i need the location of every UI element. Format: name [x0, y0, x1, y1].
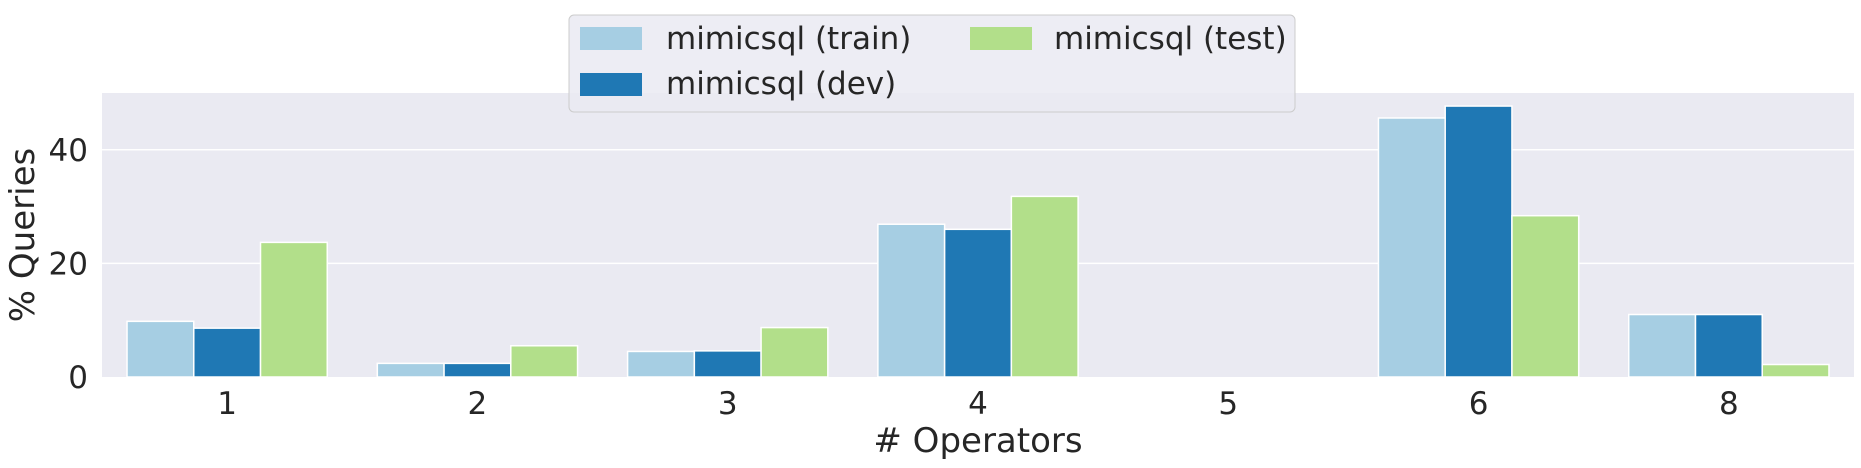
x-tick-labels: 1 2 3 4 5 6 8 — [217, 386, 1738, 422]
bar-0-2 — [376, 362, 445, 378]
bar-1-4 — [943, 228, 1013, 378]
legend-label-dev: mimicsql (dev) — [666, 66, 896, 102]
x-tick-label: 4 — [968, 386, 988, 422]
bar-1-6 — [1444, 105, 1513, 378]
x-tick-label: 1 — [217, 386, 237, 422]
y-axis-title: % Queries — [3, 148, 43, 322]
bar-1-8 — [1694, 313, 1763, 378]
y-tick-label: 40 — [49, 133, 88, 169]
bar-1-2 — [443, 362, 512, 378]
x-axis-title: # Operators — [873, 421, 1082, 461]
y-tick-labels: 0 20 40 — [49, 133, 88, 396]
bar-2-3 — [760, 326, 829, 378]
legend-swatch-test — [970, 27, 1032, 50]
legend-swatch-dev — [580, 73, 642, 96]
bar-2-4 — [1010, 195, 1079, 378]
legend-label-test: mimicsql (test) — [1054, 21, 1287, 57]
x-tick-label: 2 — [468, 386, 488, 422]
bar-1-3 — [693, 350, 762, 378]
bar-1-1 — [193, 327, 262, 378]
legend: mimicsql (train) mimicsql (dev) mimicsql… — [568, 14, 1296, 113]
bars — [126, 105, 1830, 378]
legend-swatch-train — [580, 27, 642, 50]
legend-label-train: mimicsql (train) — [666, 21, 911, 57]
y-tick-label: 0 — [68, 360, 88, 396]
bar-2-8 — [1761, 363, 1830, 378]
y-tick-label: 20 — [49, 246, 88, 282]
x-tick-label: 5 — [1218, 386, 1238, 422]
bar-0-3 — [626, 350, 696, 378]
bar-0-1 — [126, 320, 195, 378]
x-tick-label: 6 — [1469, 386, 1489, 422]
x-tick-label: 3 — [718, 386, 738, 422]
bar-2-1 — [259, 241, 329, 378]
bar-2-6 — [1511, 214, 1580, 378]
legend-frame — [568, 14, 1296, 113]
bar-0-6 — [1377, 117, 1446, 378]
bar-0-8 — [1627, 313, 1697, 378]
x-tick-label: 8 — [1719, 386, 1739, 422]
bar-0-4 — [877, 223, 946, 378]
bar-2-2 — [510, 345, 579, 378]
